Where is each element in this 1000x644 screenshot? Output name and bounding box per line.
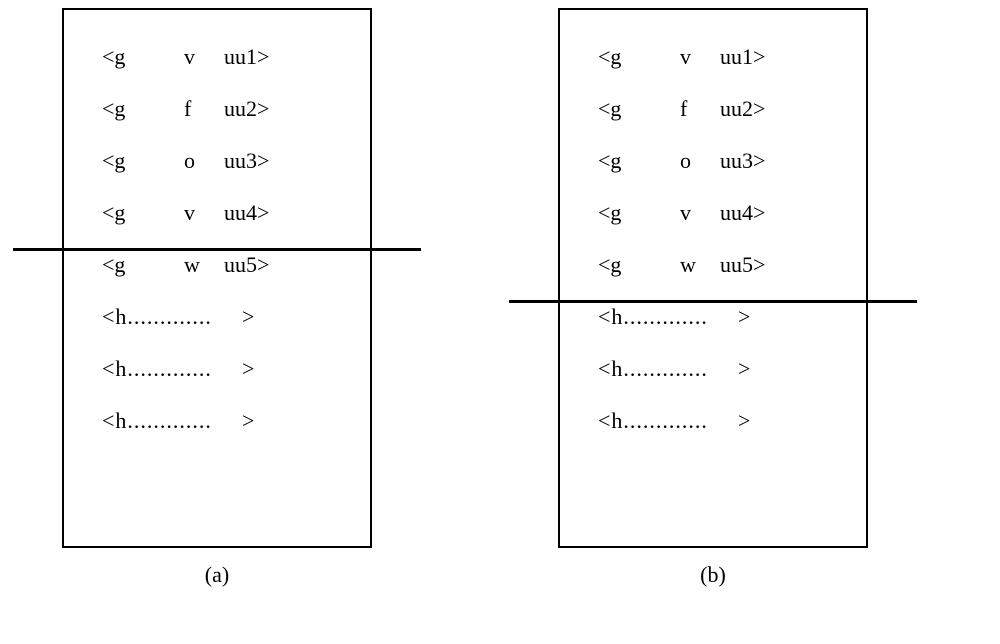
cell-c2: v [184, 44, 224, 70]
row-g4: <g v uu4> [598, 198, 866, 228]
row-h3: <h............. > [102, 406, 370, 436]
cell-c2: v [680, 200, 720, 226]
cell-h: <h............. [102, 304, 242, 330]
cell-open: <g [598, 200, 628, 226]
cell-close: > [738, 408, 750, 434]
cell-c2: o [184, 148, 224, 174]
cell-c2: v [680, 44, 720, 70]
divider-b [509, 300, 917, 303]
cell-close: > [738, 304, 750, 330]
cell-open: <g [102, 44, 132, 70]
row-h2: <h............. > [102, 354, 370, 384]
row-h3: <h............. > [598, 406, 866, 436]
cell-close: > [738, 356, 750, 382]
cell-c3: uu4> [720, 200, 780, 226]
cell-c3: uu1> [720, 44, 780, 70]
cell-c3: uu5> [720, 252, 780, 278]
cell-open: <g [598, 44, 628, 70]
panel-b-caption: (b) [700, 562, 726, 588]
panel-a-caption: (a) [205, 562, 229, 588]
cell-c3: uu1> [224, 44, 284, 70]
panel-b: <g v uu1> <g f uu2> <g o uu3> <g v uu4> … [558, 8, 868, 588]
cell-h: <h............. [598, 356, 738, 382]
cell-c2: w [680, 252, 720, 278]
row-h2: <h............. > [598, 354, 866, 384]
cell-c3: uu4> [224, 200, 284, 226]
cell-c3: uu5> [224, 252, 284, 278]
cell-c3: uu3> [720, 148, 780, 174]
cell-c2: w [184, 252, 224, 278]
cell-c2: f [184, 96, 224, 122]
cell-c2: o [680, 148, 720, 174]
cell-open: <g [598, 96, 628, 122]
cell-c2: v [184, 200, 224, 226]
row-h1: <h............. > [598, 302, 866, 332]
cell-c3: uu2> [720, 96, 780, 122]
cell-h: <h............. [598, 408, 738, 434]
row-g3: <g o uu3> [598, 146, 866, 176]
divider-a [13, 248, 421, 251]
cell-h: <h............. [598, 304, 738, 330]
cell-close: > [242, 304, 254, 330]
cell-open: <g [598, 148, 628, 174]
cell-c3: uu3> [224, 148, 284, 174]
row-g3: <g o uu3> [102, 146, 370, 176]
row-g5: <g w uu5> [598, 250, 866, 280]
cell-h: <h............. [102, 356, 242, 382]
cell-open: <g [598, 252, 628, 278]
cell-open: <g [102, 200, 132, 226]
row-g4: <g v uu4> [102, 198, 370, 228]
row-g1: <g v uu1> [102, 42, 370, 72]
row-h1: <h............. > [102, 302, 370, 332]
panel-a: <g v uu1> <g f uu2> <g o uu3> <g v uu4> … [62, 8, 372, 588]
cell-open: <g [102, 96, 132, 122]
cell-open: <g [102, 252, 132, 278]
row-g2: <g f uu2> [598, 94, 866, 124]
panel-a-box: <g v uu1> <g f uu2> <g o uu3> <g v uu4> … [62, 8, 372, 548]
row-g5: <g w uu5> [102, 250, 370, 280]
row-g1: <g v uu1> [598, 42, 866, 72]
cell-h: <h............. [102, 408, 242, 434]
cell-c2: f [680, 96, 720, 122]
panel-b-box: <g v uu1> <g f uu2> <g o uu3> <g v uu4> … [558, 8, 868, 548]
cell-close: > [242, 408, 254, 434]
cell-open: <g [102, 148, 132, 174]
cell-c3: uu2> [224, 96, 284, 122]
row-g2: <g f uu2> [102, 94, 370, 124]
cell-close: > [242, 356, 254, 382]
